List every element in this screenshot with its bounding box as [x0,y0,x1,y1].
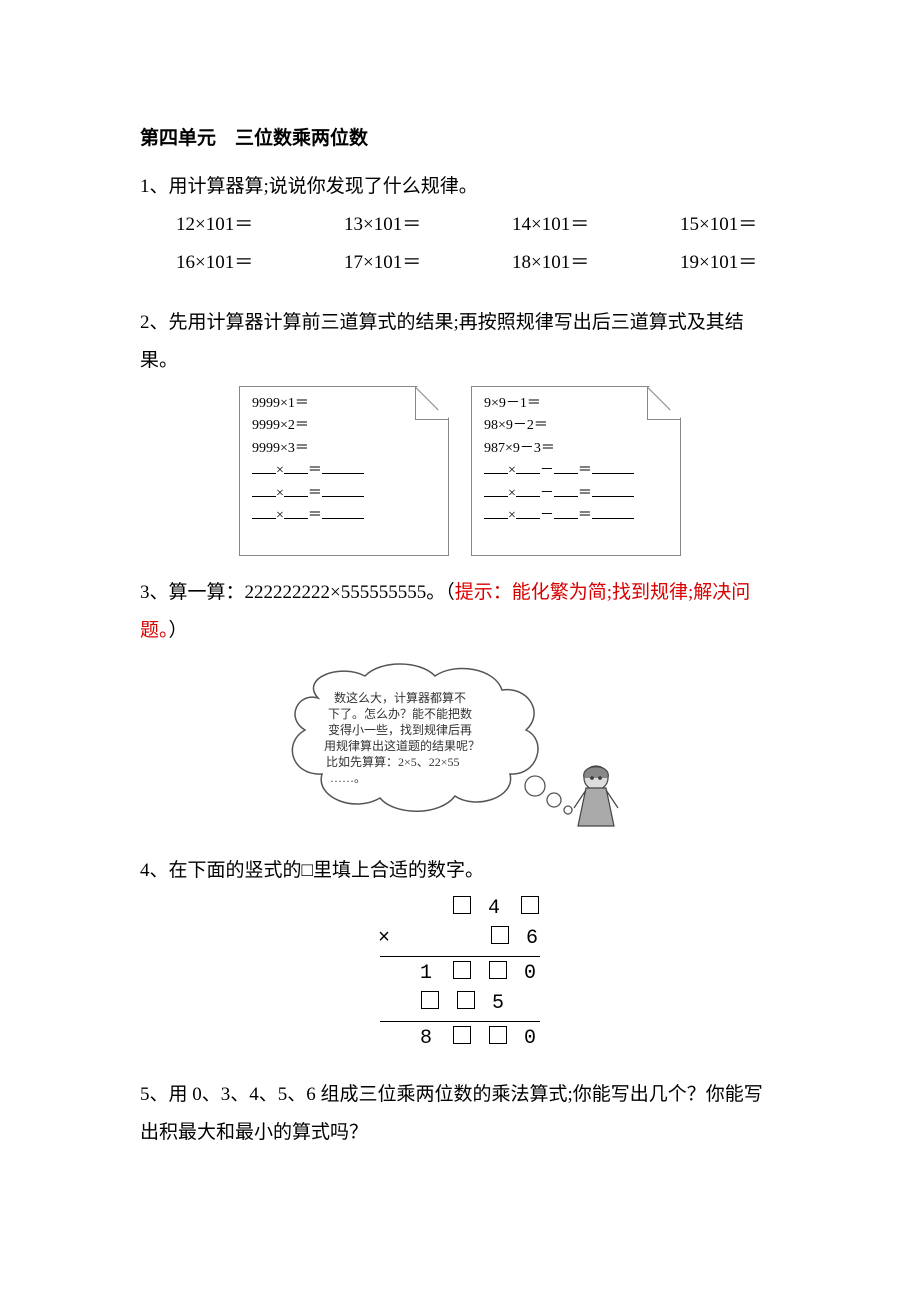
q1-eq: 16×101＝ [176,244,296,282]
q1-eq: 12×101＝ [176,206,296,244]
q2-box-b: 9×9－1＝ 98×9－2＝ 987×9－3＝ ×－＝ ×－＝ ×－＝ [471,386,681,556]
calc-row: × 6 [378,924,542,954]
bubble-line: ……。 [330,771,366,785]
q4-vertical-calc: 4 × 6 1 0 5 8 0 [140,894,780,1054]
q3-text-b: ） [169,620,188,641]
q3-text-a: 3、算一算：222222222×555555555。（ [140,582,455,603]
q3-bubble: 数这么大，计算器都算不 下了。怎么办？能不能把数 变得小一些，找到规律后再 用规… [140,658,780,838]
calc-rule [380,1021,540,1022]
q2-boxes: 9999×1＝ 9999×2＝ 9999×3＝ ×＝ ×＝ ×＝ 9×9－1＝ … [140,386,780,556]
q1-eq: 15×101＝ [680,206,800,244]
q1-row1: 12×101＝ 13×101＝ 14×101＝ 15×101＝ [140,206,780,244]
q1-eq: 14×101＝ [512,206,632,244]
thought-bubble-icon: 数这么大，计算器都算不 下了。怎么办？能不能把数 变得小一些，找到规律后再 用规… [270,658,650,838]
q2a-blank: ×＝ [252,483,438,505]
q2a-blank: ×＝ [252,460,438,482]
q1-eq: 13×101＝ [344,206,464,244]
calc-row: 1 0 [380,959,540,989]
q3-prompt: 3、算一算：222222222×555555555。（提示：能化繁为简;找到规律… [140,574,780,650]
q1-row2: 16×101＝ 17×101＝ 18×101＝ 19×101＝ [140,244,780,282]
page: 第四单元 三位数乘两位数 1、用计算器算;说说你发现了什么规律。 12×101＝… [0,0,920,1302]
q1-eq: 19×101＝ [680,244,800,282]
q2b-blank: ×－＝ [484,483,670,505]
bubble-line: 用规律算出这道题的结果呢？ [324,738,480,753]
page-fold-icon [415,387,448,420]
q2b-blank: ×－＝ [484,460,670,482]
q1-eq: 18×101＝ [512,244,632,282]
unit-title: 第四单元 三位数乘两位数 [140,120,780,158]
page-fold-icon [647,387,680,420]
q1-eq: 17×101＝ [344,244,464,282]
calc-row: 8 0 [380,1024,540,1054]
bubble-line: 比如先算算：2×5、22×55 [326,754,460,769]
calc-row: 4 [380,894,540,924]
calc-rule [380,956,540,957]
q1-prompt: 1、用计算器算;说说你发现了什么规律。 [140,168,780,206]
calc-row: 5 [380,989,540,1019]
q2a-line: 9999×3＝ [252,438,438,460]
bubble-line: 下了。怎么办？能不能把数 [328,706,472,721]
q5-prompt: 5、用 0、3、4、5、6 组成三位乘两位数的乘法算式;你能写出几个？你能写出积… [140,1076,780,1152]
q2b-blank: ×－＝ [484,505,670,527]
q2-box-a: 9999×1＝ 9999×2＝ 9999×3＝ ×＝ ×＝ ×＝ [239,386,449,556]
q2a-blank: ×＝ [252,505,438,527]
q4-prompt: 4、在下面的竖式的□里填上合适的数字。 [140,852,780,890]
q2b-line: 987×9－3＝ [484,438,670,460]
q2-prompt: 2、先用计算器计算前三道算式的结果;再按照规律写出后三道算式及其结果。 [140,304,780,380]
bubble-line: 数这么大，计算器都算不 [334,690,466,705]
bubble-line: 变得小一些，找到规律后再 [328,722,472,737]
